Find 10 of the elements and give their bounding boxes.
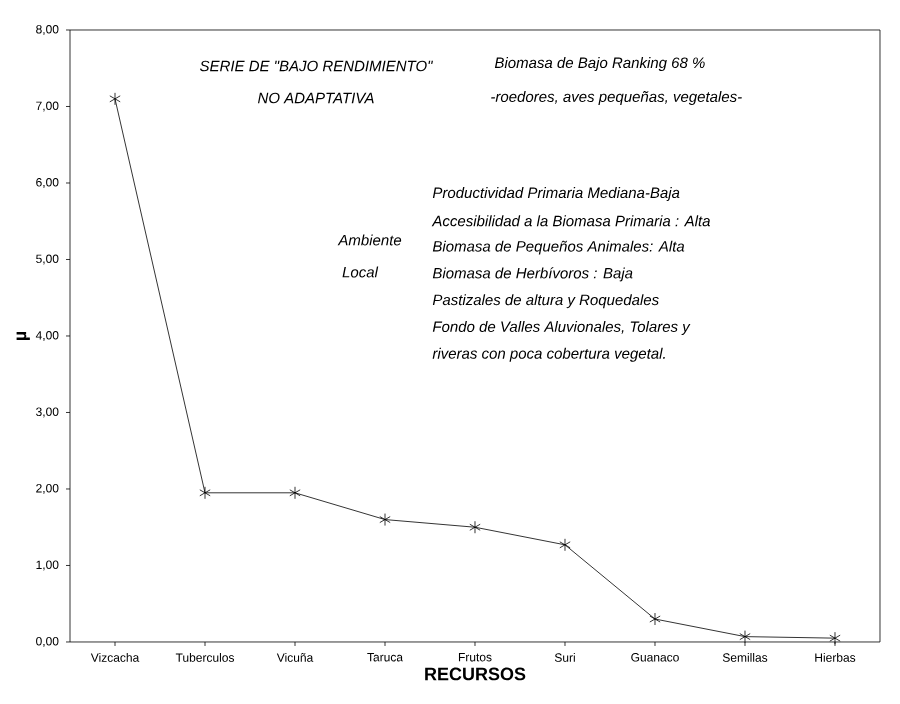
point [289,486,301,500]
x-axis-title: RECURSOS [425,667,526,681]
point [199,486,211,500]
y-axis-title: µ [16,331,30,340]
point [649,612,661,626]
point [559,538,571,552]
point [379,513,391,526]
point [109,92,121,106]
point [739,630,751,644]
point [469,520,481,534]
